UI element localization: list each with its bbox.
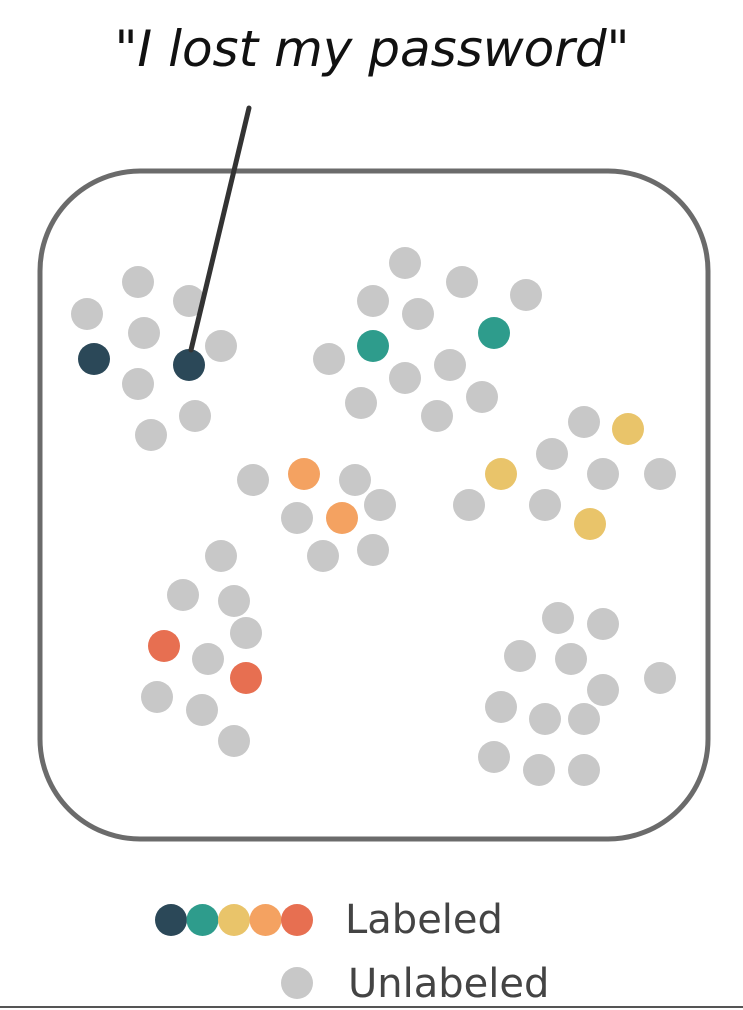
legend-swatch-yellow (218, 904, 250, 936)
unlabeled-point (230, 617, 262, 649)
unlabeled-point (364, 489, 396, 521)
labeled-point-orange (288, 458, 320, 490)
unlabeled-point (568, 406, 600, 438)
unlabeled-point (357, 534, 389, 566)
unlabeled-point (71, 298, 103, 330)
labeled-point-red (148, 630, 180, 662)
legend-unlabeled-swatch (281, 967, 313, 999)
labeled-point-teal (478, 317, 510, 349)
unlabeled-point (122, 368, 154, 400)
legend-swatch-navy (155, 904, 187, 936)
unlabeled-point (135, 419, 167, 451)
unlabeled-point (205, 330, 237, 362)
bottom-rule (0, 1006, 743, 1008)
cluster-yellow (453, 406, 676, 540)
labeled-point-orange (326, 502, 358, 534)
legend-unlabeled-text: Unlabeled (348, 961, 549, 1007)
unlabeled-point (529, 703, 561, 735)
unlabeled-point (446, 266, 478, 298)
cluster-red (141, 540, 262, 757)
unlabeled-point (555, 643, 587, 675)
labeled-point-yellow (612, 413, 644, 445)
legend: Labeled Unlabeled (155, 897, 549, 1007)
quote-text: "I lost my password" (114, 20, 629, 78)
unlabeled-point (523, 754, 555, 786)
unlabeled-point (122, 266, 154, 298)
unlabeled-point (587, 674, 619, 706)
unlabeled-point (141, 681, 173, 713)
unlabeled-point (529, 489, 561, 521)
unlabeled-point (587, 608, 619, 640)
unlabeled-point (478, 741, 510, 773)
unlabeled-point (167, 579, 199, 611)
unlabeled-point (218, 585, 250, 617)
cluster-navy (71, 266, 237, 451)
unlabeled-point (389, 247, 421, 279)
labeled-point-red (230, 662, 262, 694)
legend-labeled-text: Labeled (345, 897, 503, 943)
unlabeled-point (402, 298, 434, 330)
cluster-orange (237, 458, 396, 572)
unlabeled-point (186, 694, 218, 726)
unlabeled-point (587, 458, 619, 490)
labeled-point-navy (78, 343, 110, 375)
unlabeled-point (421, 400, 453, 432)
unlabeled-point (307, 540, 339, 572)
unlabeled-point (542, 602, 574, 634)
unlabeled-point (504, 640, 536, 672)
legend-swatch-red (281, 904, 313, 936)
unlabeled-point (192, 643, 224, 675)
points-layer (71, 247, 676, 786)
unlabeled-point (205, 540, 237, 572)
labeled-point-navy (173, 349, 205, 381)
unlabeled-point (510, 279, 542, 311)
unlabeled-point (339, 464, 371, 496)
pointer-line (188, 105, 252, 353)
unlabeled-point (345, 387, 377, 419)
unlabeled-point (389, 362, 421, 394)
legend-labeled-swatches (155, 904, 313, 936)
unlabeled-point (568, 754, 600, 786)
unlabeled-point (281, 502, 313, 534)
unlabeled-point (128, 317, 160, 349)
unlabeled-point (313, 343, 345, 375)
cluster-unlabeled (478, 602, 676, 786)
unlabeled-point (485, 691, 517, 723)
unlabeled-point (173, 285, 205, 317)
unlabeled-point (644, 458, 676, 490)
unlabeled-point (218, 725, 250, 757)
legend-swatch-orange (249, 904, 282, 936)
labeled-point-teal (357, 330, 389, 362)
unlabeled-point (568, 703, 600, 735)
labeled-point-yellow (574, 508, 606, 540)
unlabeled-point (644, 662, 676, 694)
unlabeled-point (179, 400, 211, 432)
unlabeled-point (536, 438, 568, 470)
cluster-teal (313, 247, 542, 432)
cluster-frame (37, 168, 711, 842)
unlabeled-point (453, 489, 485, 521)
unlabeled-point (434, 349, 466, 381)
unlabeled-point (466, 381, 498, 413)
unlabeled-point (357, 285, 389, 317)
unlabeled-point (237, 464, 269, 496)
labeled-point-yellow (485, 458, 517, 490)
legend-swatch-teal (186, 904, 219, 936)
